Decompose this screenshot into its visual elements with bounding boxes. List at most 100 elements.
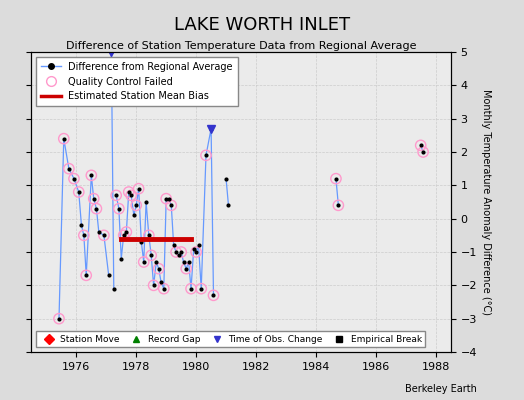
Point xyxy=(334,202,343,208)
Point xyxy=(104,272,113,278)
Point xyxy=(135,186,143,192)
Point xyxy=(64,166,73,172)
Point xyxy=(165,196,173,202)
Point xyxy=(184,259,193,265)
Point xyxy=(417,142,425,148)
Point xyxy=(152,259,160,265)
Point xyxy=(139,259,148,265)
Point xyxy=(197,286,205,292)
Point xyxy=(60,136,68,142)
Point xyxy=(125,189,133,195)
Point xyxy=(332,176,340,182)
Point xyxy=(129,212,138,218)
Point xyxy=(174,252,183,258)
Text: Berkeley Earth: Berkeley Earth xyxy=(405,384,477,394)
Point xyxy=(209,292,217,298)
Point xyxy=(55,316,63,322)
Point xyxy=(160,286,168,292)
Text: LAKE WORTH INLET: LAKE WORTH INLET xyxy=(174,16,350,34)
Point xyxy=(147,252,156,258)
Point xyxy=(197,286,205,292)
Title: Difference of Station Temperature Data from Regional Average: Difference of Station Temperature Data f… xyxy=(66,41,416,51)
Point xyxy=(169,242,178,248)
Point xyxy=(70,176,78,182)
Point xyxy=(122,229,130,235)
Point xyxy=(127,192,135,198)
Point xyxy=(194,242,203,248)
Point xyxy=(177,249,185,255)
Point xyxy=(179,259,188,265)
Point xyxy=(110,286,118,292)
Point xyxy=(160,286,168,292)
Point xyxy=(187,286,195,292)
Point xyxy=(74,189,83,195)
Point xyxy=(95,229,103,235)
Point xyxy=(119,232,128,238)
Point xyxy=(82,272,91,278)
Point xyxy=(147,252,156,258)
Point xyxy=(145,232,153,238)
Point xyxy=(64,166,73,172)
Point xyxy=(137,239,146,245)
Point xyxy=(119,232,128,238)
Point xyxy=(187,286,195,292)
Point xyxy=(125,189,133,195)
Y-axis label: Monthly Temperature Anomaly Difference (°C): Monthly Temperature Anomaly Difference (… xyxy=(481,89,491,315)
Point xyxy=(92,206,101,212)
Point xyxy=(155,266,163,272)
Point xyxy=(162,196,170,202)
Point xyxy=(70,176,78,182)
Point xyxy=(127,192,135,198)
Point xyxy=(135,186,143,192)
Point xyxy=(139,259,148,265)
Point xyxy=(87,172,95,178)
Point xyxy=(142,199,150,205)
Point xyxy=(167,202,176,208)
Point xyxy=(172,249,180,255)
Point xyxy=(145,232,153,238)
Point xyxy=(92,206,101,212)
Point xyxy=(107,49,116,55)
Point xyxy=(82,272,91,278)
Point xyxy=(55,316,63,322)
Point xyxy=(112,192,121,198)
Point xyxy=(100,232,108,238)
Point xyxy=(334,202,343,208)
Point xyxy=(100,232,108,238)
Point xyxy=(115,206,123,212)
Point xyxy=(182,266,190,272)
Point xyxy=(202,152,210,158)
Point xyxy=(80,232,88,238)
Point xyxy=(222,176,230,182)
Point xyxy=(332,176,340,182)
Point xyxy=(202,152,210,158)
Legend: Station Move, Record Gap, Time of Obs. Change, Empirical Break: Station Move, Record Gap, Time of Obs. C… xyxy=(36,331,425,348)
Point xyxy=(192,249,200,255)
Point xyxy=(122,229,130,235)
Point xyxy=(419,149,427,155)
Point xyxy=(155,266,163,272)
Point xyxy=(149,282,158,288)
Point xyxy=(192,249,200,255)
Point xyxy=(419,149,427,155)
Point xyxy=(209,292,217,298)
Point xyxy=(60,136,68,142)
Point xyxy=(112,192,121,198)
Point xyxy=(190,246,198,252)
Point xyxy=(182,266,190,272)
Point xyxy=(172,249,180,255)
Point xyxy=(87,172,95,178)
Point xyxy=(132,202,140,208)
Point xyxy=(90,196,98,202)
Point xyxy=(117,256,125,262)
Point xyxy=(207,126,215,132)
Point xyxy=(157,279,165,285)
Point xyxy=(149,282,158,288)
Point xyxy=(77,222,85,228)
Point xyxy=(132,202,140,208)
Point xyxy=(80,232,88,238)
Point xyxy=(74,189,83,195)
Point xyxy=(90,196,98,202)
Point xyxy=(417,142,425,148)
Point xyxy=(224,202,233,208)
